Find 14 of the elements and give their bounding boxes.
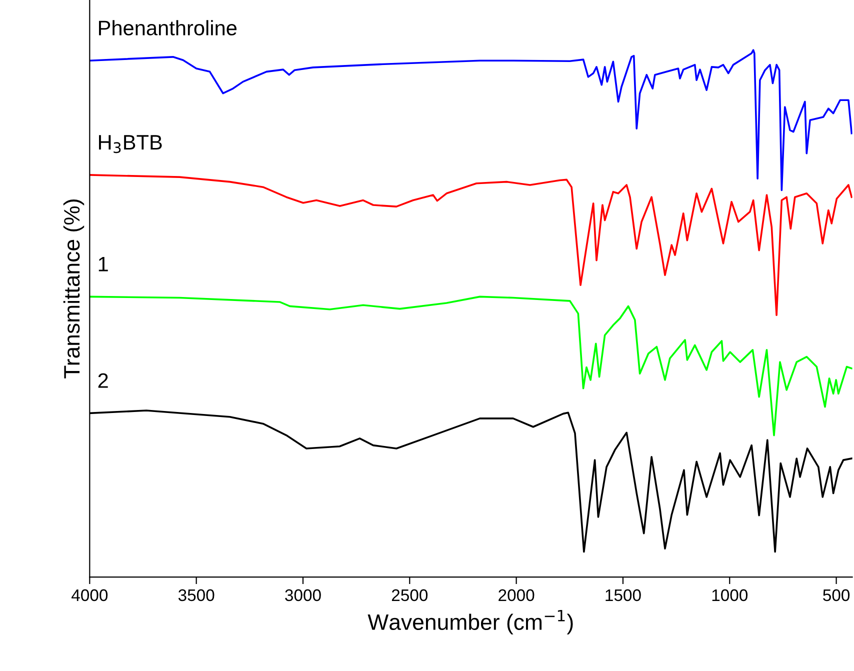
series-label: Phenanthroline: [99, 20, 237, 36]
series-label: H$_{3}$BTB: [99, 135, 162, 154]
y-axis-title: Transmittance (%): [63, 200, 84, 378]
series-label: 1: [98, 256, 108, 272]
x-axis-title: Wavenumber (cm$^{−1}$): [368, 610, 573, 634]
series-label: 2: [98, 373, 108, 388]
x-tick-label: 500: [823, 589, 850, 602]
x-tick-label: 3000: [285, 589, 321, 602]
x-tick-label: 1500: [606, 589, 641, 602]
x-tick-label: 2500: [392, 589, 428, 602]
x-tick-label: 2000: [498, 589, 534, 602]
x-tick-label: 3500: [178, 589, 214, 602]
x-tick-label: 4000: [72, 589, 108, 602]
x-tick-label: 1000: [712, 589, 748, 602]
